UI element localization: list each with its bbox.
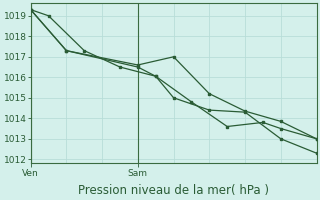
X-axis label: Pression niveau de la mer( hPa ): Pression niveau de la mer( hPa ) [78, 184, 269, 197]
